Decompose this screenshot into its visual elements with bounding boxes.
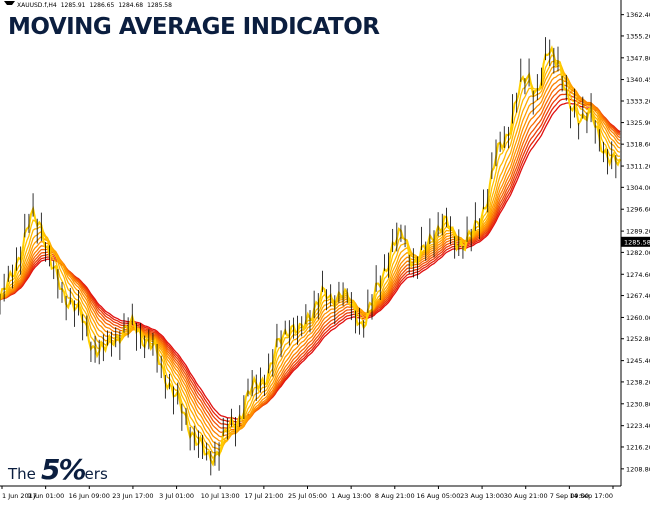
y-tick-label: 1318.60 <box>626 141 650 149</box>
y-tick-label: 1362.40 <box>626 11 650 19</box>
logo-five: 5% <box>41 453 87 486</box>
ma-line-2 <box>0 54 621 460</box>
y-tick-label: 1260.00 <box>626 314 650 322</box>
x-tick-label: 1 Aug 13:00 <box>331 492 371 500</box>
y-tick-label: 1245.40 <box>626 357 650 365</box>
y-tick-label: 1311.20 <box>626 163 650 171</box>
y-tick-label: 1347.80 <box>626 54 650 62</box>
page-headline: MOVING AVERAGE INDICATOR <box>8 14 380 40</box>
y-tick-label: 1289.20 <box>626 228 650 236</box>
open-value: 1285.91 <box>60 2 86 9</box>
ma-line-10 <box>0 93 621 426</box>
high-value: 1286.65 <box>89 2 115 9</box>
current-price-label: 1285.58 <box>624 238 650 246</box>
logo-ers: ers <box>84 465 108 483</box>
y-tick-label: 1325.90 <box>626 119 650 127</box>
ma-line-8 <box>0 83 621 434</box>
y-tick-label: 1238.20 <box>626 378 650 386</box>
y-tick-label: 1355.20 <box>626 32 650 40</box>
x-tick-label: 23 Jun 17:00 <box>112 492 153 500</box>
y-tick-label: 1333.20 <box>626 97 650 105</box>
x-tick-label: 16 Aug 05:00 <box>417 492 461 500</box>
x-tick-label: 7 Sep 09:00 <box>550 492 589 500</box>
ma-line-7 <box>0 78 621 438</box>
y-tick-label: 1223.40 <box>626 422 650 430</box>
y-tick-label: 1274.60 <box>626 271 650 279</box>
logo-the: The <box>8 465 36 483</box>
y-tick-label: 1216.20 <box>626 443 650 451</box>
x-tick-label: 25 Jul 05:00 <box>288 492 327 500</box>
x-tick-label: 3 Jul 01:00 <box>159 492 194 500</box>
axis-layer: 1362.40 1355.20 1347.80 1340.45 1333.20 1325.… <box>0 0 650 500</box>
ma-line-12 <box>0 102 621 420</box>
low-value: 1284.68 <box>118 2 144 9</box>
x-tick-label: 1 Jun 2017 <box>2 492 37 500</box>
x-tick-label: 10 Jul 13:00 <box>201 492 240 500</box>
x-tick-label: 8 Aug 21:00 <box>375 492 415 500</box>
y-tick-label: 1296.60 <box>626 206 650 214</box>
dropdown-triangle-icon[interactable] <box>4 1 15 10</box>
ma-line-11 <box>0 97 621 423</box>
close-value: 1285.58 <box>147 2 172 9</box>
y-tick-label: 1252.80 <box>626 335 650 343</box>
x-tick-label: 30 Aug 21:00 <box>504 492 548 500</box>
y-tick-label: 1304.00 <box>626 184 650 192</box>
x-tick-label: 23 Aug 13:00 <box>460 492 504 500</box>
y-tick-label: 1282.00 <box>626 249 650 257</box>
x-tick-label: 9 Jun 01:00 <box>27 492 64 500</box>
y-tick-label: 1340.45 <box>626 76 650 84</box>
candle-layer <box>0 37 617 476</box>
ma-line-9 <box>0 88 621 429</box>
x-tick-label: 16 Jun 09:00 <box>69 492 110 500</box>
current-price-box <box>621 236 650 247</box>
x-tick-label: 14 Sep 17:00 <box>570 492 613 500</box>
ma-line-4 <box>0 64 621 451</box>
symbol-label: XAUUSD.f,H4 <box>17 2 57 9</box>
y-tick-label: 1267.40 <box>626 292 650 300</box>
y-tick-label: 1208.80 <box>626 465 650 473</box>
brand-logo: The 5%ers <box>8 453 108 486</box>
x-tick-label: 17 Jul 21:00 <box>244 492 283 500</box>
y-tick-label: 1230.80 <box>626 400 650 408</box>
symbol-info-bar: XAUUSD.f,H4 1285.91 1286.65 1284.68 1285.58 <box>4 1 176 10</box>
moving-average-layer <box>0 45 621 467</box>
ma-line-6 <box>0 73 621 442</box>
